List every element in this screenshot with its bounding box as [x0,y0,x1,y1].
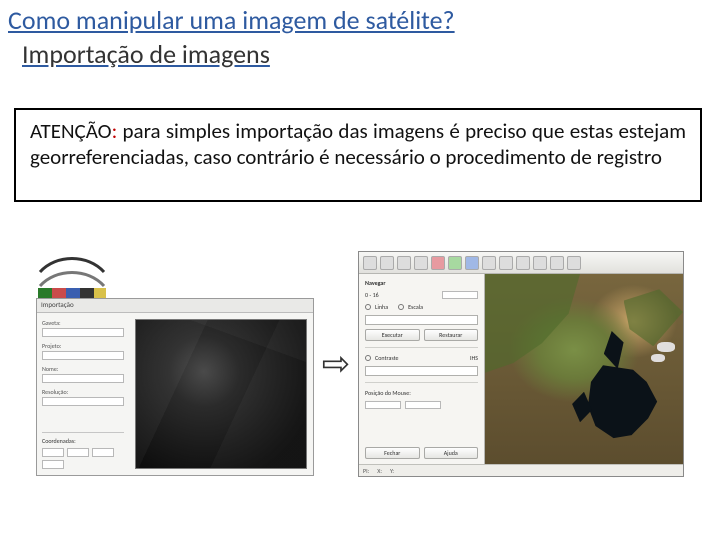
toolbar-button-icon[interactable] [550,256,564,270]
status-bar: PI: X: Y: [359,464,683,476]
warning-label: ATENÇÃO [30,118,112,144]
import-field: Projeto: [42,342,124,360]
map-viewport[interactable] [485,274,683,464]
import-dialog-body: Gaveta: Projeto: Nome: Resolução: [37,313,313,475]
satellite-color-image [485,274,683,464]
coord-input[interactable] [92,448,114,457]
close-button[interactable]: Fechar [365,447,420,459]
import-field-label: Nome: [42,365,124,373]
toolbar-button-icon[interactable] [482,256,496,270]
import-field: Gaveta: [42,319,124,337]
coord-input[interactable] [67,448,89,457]
import-field-label: Projeto: [42,342,124,350]
status-pi: PI: [363,467,369,475]
import-preview-pane [129,313,313,475]
dropdown[interactable] [365,366,478,376]
coord-display [365,401,401,409]
dialog-button-row: Executar Restaurar [365,329,478,341]
reset-button[interactable]: Restaurar [424,329,479,341]
toolbar-button-icon[interactable] [397,256,411,270]
dropdown[interactable] [365,315,478,325]
toolbar-button-icon[interactable] [363,256,377,270]
toolbar-button-icon[interactable] [414,256,428,270]
warning-box: ATENÇÃO: para simples importação das ima… [14,108,702,202]
app-main-area: Navegar 0 - 16 Linha Escala Executar Res… [359,274,683,464]
radio-icon[interactable] [365,304,371,310]
divider [365,347,478,348]
coord-input[interactable] [42,448,64,457]
toolbar-button-icon[interactable] [533,256,547,270]
import-coord-section: Coordenadas: [42,432,124,469]
execute-button[interactable]: Executar [365,329,420,341]
radio-label: Escala [408,303,423,311]
status-y: Y: [390,467,394,475]
navigate-dialog: Navegar 0 - 16 Linha Escala Executar Res… [359,274,485,464]
dialog-tab[interactable]: Navegar [365,279,478,287]
toolbar-button-icon[interactable] [380,256,394,270]
warning-text: ATENÇÃO: para simples importação das ima… [30,118,686,171]
slide-title-topic: Importação de imagens [22,38,270,70]
import-dialog-window: Importação Gaveta: Projeto: Nome: [36,298,314,476]
toolbar-green-channel-icon[interactable] [448,256,462,270]
import-dialog-titlebar: Importação [37,299,313,313]
radio-icon[interactable] [398,304,404,310]
divider [365,382,478,383]
status-x: X: [377,467,382,475]
dialog-row [365,401,478,409]
coord-display [405,401,441,409]
ihs-label: IHS [470,354,478,362]
coord-input[interactable] [42,460,64,469]
toolbar-blue-channel-icon[interactable] [465,256,479,270]
figures-row: Importação Gaveta: Projeto: Nome: [36,250,684,478]
help-button[interactable]: Ajuda [424,447,479,459]
param-input[interactable] [442,291,478,299]
slide-title-question: Como manipular uma imagem de satélite? [8,4,455,36]
dialog-button-row: Fechar Ajuda [365,447,478,459]
mouse-position-label: Posição do Mouse: [365,389,478,397]
figure-left: Importação Gaveta: Projeto: Nome: [36,250,314,478]
import-field-label: Gaveta: [42,319,124,327]
import-field-input[interactable] [42,374,124,383]
import-field-input[interactable] [42,397,124,406]
dialog-row: Linha Escala [365,303,478,311]
param-label: 0 - 16 [365,291,438,299]
import-field: Nome: [42,365,124,383]
radio-label: Linha [375,303,388,311]
toolbar-button-icon[interactable] [499,256,513,270]
toolbar-red-channel-icon[interactable] [431,256,445,270]
toolbar-button-icon[interactable] [567,256,581,270]
import-dialog-sidebar: Gaveta: Projeto: Nome: Resolução: [37,313,129,475]
figure-right-app-window: Navegar 0 - 16 Linha Escala Executar Res… [358,251,684,477]
dialog-row: 0 - 16 [365,291,478,299]
import-coord-label: Coordenadas: [42,437,124,445]
import-field-input[interactable] [42,328,124,337]
toolbar-button-icon[interactable] [516,256,530,270]
dialog-row: Contraste IHS [365,354,478,362]
app-toolbar [359,252,683,274]
checkbox-label: Contraste [375,354,399,362]
import-field-label: Resolução: [42,388,124,396]
warning-body: para simples importação das imagens é pr… [30,118,686,170]
satellite-grayscale-preview [135,319,307,469]
import-field: Resolução: [42,388,124,406]
checkbox-icon[interactable] [365,355,371,361]
import-field-input[interactable] [42,351,124,360]
arrow-right-icon: ⇨ [314,344,358,385]
